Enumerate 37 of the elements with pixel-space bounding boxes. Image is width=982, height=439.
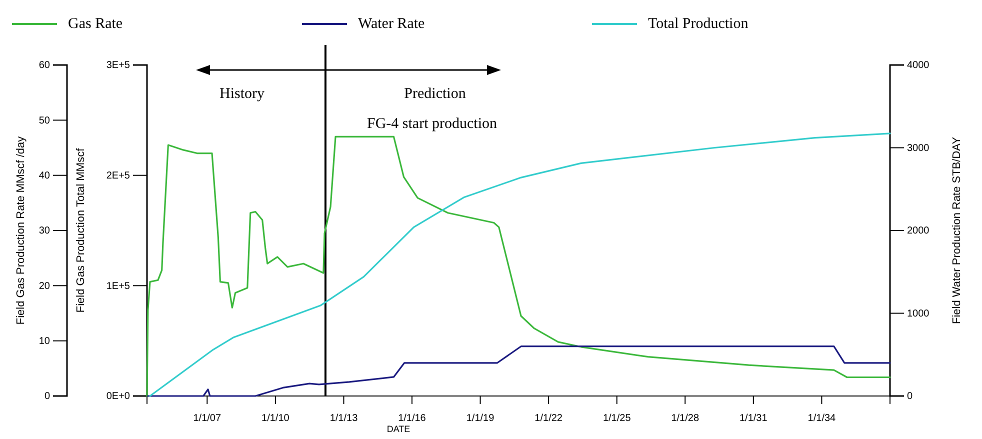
- annotation: History: [220, 86, 265, 102]
- legend-label: Total Production: [648, 16, 749, 32]
- y2-tick-label: 4000: [907, 60, 930, 72]
- x-tick-label: 1/1/10: [262, 413, 290, 424]
- y-tick-label: 50: [38, 115, 50, 126]
- y3-axis-title: Field Gas Production Total MMscf: [75, 147, 87, 313]
- x-tick-label: 1/1/34: [808, 413, 836, 424]
- y-tick-label: 20: [38, 280, 50, 292]
- y2-tick-label: 0: [907, 391, 913, 402]
- x-tick-label: 1/1/13: [330, 413, 358, 424]
- legend-label: Gas Rate: [68, 16, 123, 32]
- y3-tick-label: 2E+5: [106, 170, 130, 182]
- y2-tick-label: 1000: [907, 308, 930, 320]
- x-tick-label: 1/1/28: [671, 413, 700, 424]
- legend-label: Water Rate: [358, 16, 426, 32]
- x-tick-label: 1/1/16: [398, 413, 426, 424]
- y2-tick-label: 3000: [907, 142, 930, 154]
- y-tick-label: 0: [44, 391, 50, 402]
- annotation: FG-4 start production: [367, 116, 498, 132]
- y-tick-label: 30: [38, 226, 50, 237]
- y3-tick-label: 1E+5: [106, 280, 130, 292]
- y3-tick-label: 0E+0: [106, 391, 130, 402]
- y-tick-label: 40: [38, 170, 50, 182]
- y-tick-label: 10: [38, 336, 50, 348]
- x-tick-label: 1/1/22: [534, 413, 563, 424]
- x-tick-label: 1/1/19: [466, 413, 495, 424]
- y-axis-title: Field Gas Production Rate MMscf /day: [15, 136, 27, 325]
- y3-tick-label: 3E+5: [106, 60, 130, 72]
- y-tick-label: 60: [38, 60, 50, 72]
- x-axis-title: DATE: [386, 424, 410, 434]
- x-tick-label: 1/1/25: [602, 413, 632, 424]
- x-tick-label: 1/1/31: [739, 413, 768, 424]
- y2-axis-title: Field Water Production Rate STB/DAY: [951, 136, 963, 324]
- annotation: Prediction: [404, 86, 466, 102]
- y2-tick-label: 2000: [907, 226, 930, 237]
- x-tick-label: 1/1/07: [193, 413, 222, 424]
- line-series: [147, 346, 891, 397]
